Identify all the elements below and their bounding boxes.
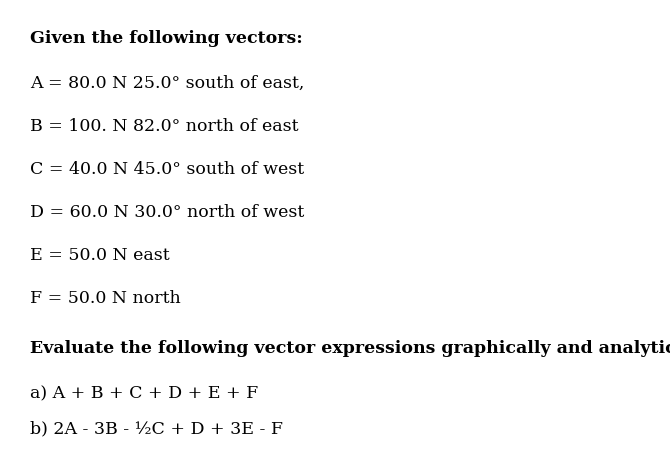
Text: E = 50.0 N east: E = 50.0 N east bbox=[30, 247, 170, 264]
Text: D = 60.0 N 30.0° north of west: D = 60.0 N 30.0° north of west bbox=[30, 204, 304, 221]
Text: A = 80.0 N 25.0° south of east,: A = 80.0 N 25.0° south of east, bbox=[30, 75, 304, 92]
Text: a) A + B + C + D + E + F: a) A + B + C + D + E + F bbox=[30, 385, 258, 402]
Text: C = 40.0 N 45.0° south of west: C = 40.0 N 45.0° south of west bbox=[30, 161, 304, 178]
Text: Evaluate the following vector expressions graphically and analytically: Evaluate the following vector expression… bbox=[30, 340, 670, 357]
Text: B = 100. N 82.0° north of east: B = 100. N 82.0° north of east bbox=[30, 118, 299, 135]
Text: Given the following vectors:: Given the following vectors: bbox=[30, 30, 303, 47]
Text: b) 2A - 3B - ½C + D + 3E - F: b) 2A - 3B - ½C + D + 3E - F bbox=[30, 420, 283, 437]
Text: F = 50.0 N north: F = 50.0 N north bbox=[30, 290, 181, 307]
